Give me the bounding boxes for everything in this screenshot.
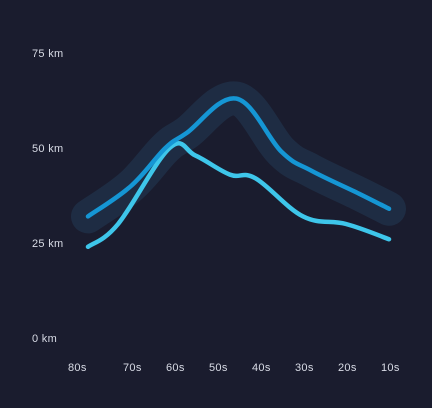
x-tick-label: 80s — [68, 362, 87, 374]
y-tick-label: 0 km — [32, 333, 57, 345]
x-tick-label: 40s — [252, 362, 271, 374]
x-tick-label: 60s — [166, 362, 185, 374]
series-line-highlighted — [85, 96, 392, 219]
series-line — [85, 141, 392, 250]
x-tick-label: 20s — [338, 362, 357, 374]
y-axis: 0 km 25 km 50 km 75 km — [32, 48, 63, 345]
y-tick-label: 50 km — [32, 143, 63, 155]
series-lines — [85, 96, 392, 250]
y-tick-label: 75 km — [32, 48, 63, 60]
x-tick-label: 70s — [123, 362, 142, 374]
x-tick-label: 10s — [381, 362, 400, 374]
x-tick-label: 50s — [209, 362, 228, 374]
x-tick-label: 30s — [295, 362, 314, 374]
y-tick-label: 25 km — [32, 238, 63, 250]
x-axis: 80s 70s 60s 50s 40s 30s 20s 10s — [68, 362, 400, 374]
